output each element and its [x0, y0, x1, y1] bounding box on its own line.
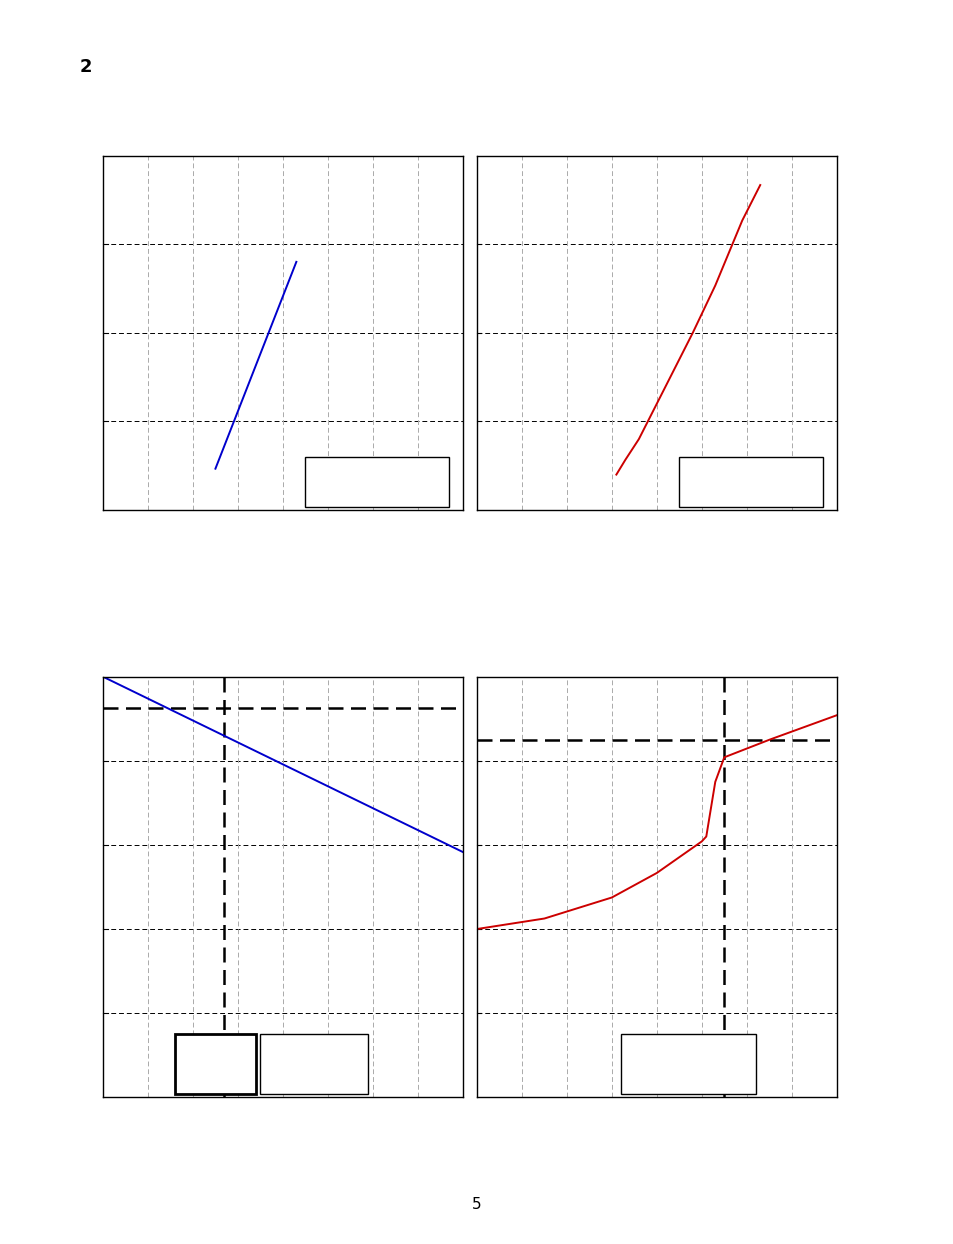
Text: 5: 5	[472, 1197, 481, 1212]
Bar	[679, 457, 822, 508]
Bar	[260, 1034, 368, 1093]
Bar	[620, 1034, 755, 1093]
Bar	[305, 457, 449, 508]
Text: 2: 2	[79, 58, 91, 76]
Bar	[174, 1034, 255, 1093]
